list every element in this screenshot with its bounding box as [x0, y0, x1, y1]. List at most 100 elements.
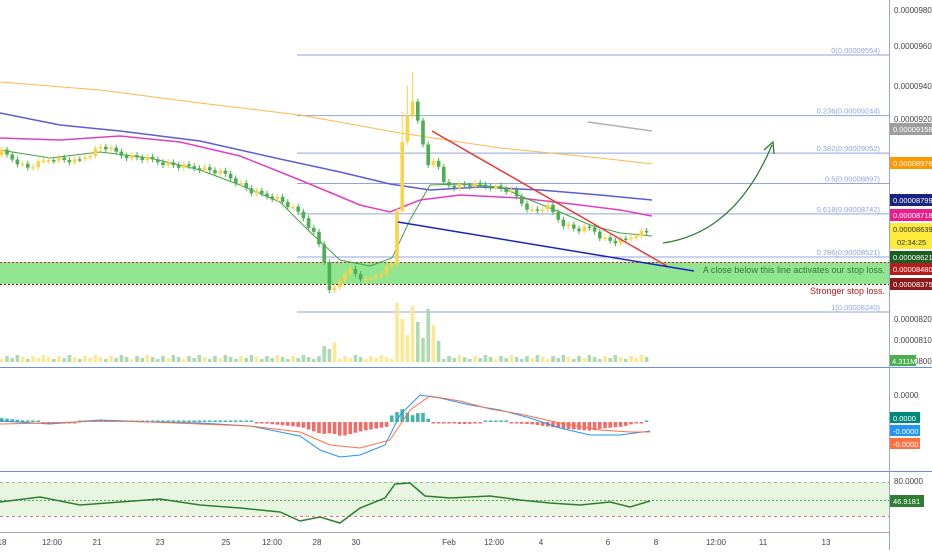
candle-body: [83, 157, 87, 160]
volume-bar: [639, 355, 644, 362]
volume-bar: [613, 355, 618, 362]
volume-bar: [135, 356, 139, 362]
macd-histogram-bar: [608, 422, 612, 428]
time-axis[interactable]: 18 12:00 21 23 25 12:00 28 30 Feb 12:00 4 6 8 12:00 11…: [0, 538, 831, 547]
volume-bar: [104, 359, 108, 362]
volume-bar: [525, 356, 529, 362]
volume-bar: [15, 355, 20, 362]
volume-bar: [20, 357, 25, 362]
candle-body: [265, 193, 269, 197]
volume-bar: [572, 359, 576, 362]
macd-histogram-bar: [286, 422, 290, 426]
volume-bars: [0, 303, 649, 362]
volume-bar: [46, 357, 51, 362]
time-tick-label: 30: [352, 538, 361, 547]
volume-bar: [400, 319, 404, 362]
macd-histogram-bar: [0, 418, 4, 422]
volume-marker-bg: [890, 355, 916, 366]
macd-histogram-bar: [265, 422, 269, 424]
candle-body: [78, 159, 82, 161]
macd-histogram-bar: [634, 422, 638, 424]
volume-bar: [374, 358, 378, 362]
gray-reference-line: [587, 121, 653, 132]
candle-body: [390, 263, 394, 267]
macd-axis-label: 0.0000: [894, 391, 919, 400]
moving-average-pink: [0, 135, 653, 217]
candle-body: [613, 240, 618, 244]
macd-histogram-bar: [431, 422, 436, 424]
volume-bar: [171, 355, 176, 362]
volume-bar: [322, 346, 326, 362]
time-tick-label: 8: [654, 538, 659, 547]
fib-level-label: 0.5(0.00008897): [825, 175, 881, 184]
candle-body: [629, 237, 633, 240]
volume-bar: [93, 355, 98, 362]
fib-level-label: 0.382(0.00009052): [817, 144, 881, 153]
macd-histogram-bar: [296, 422, 300, 427]
volume-bar: [244, 358, 248, 362]
candle-body: [62, 157, 66, 160]
trendline-blue[interactable]: [397, 221, 695, 272]
trendline-red[interactable]: [431, 130, 668, 267]
volume-bar: [130, 359, 134, 362]
macd-histogram-bar: [156, 420, 160, 422]
candle-body: [364, 278, 368, 281]
candle-body: [530, 209, 534, 211]
macd-histogram-bar: [452, 422, 456, 424]
volume-bar: [78, 359, 82, 362]
candle-body: [218, 170, 222, 174]
volume-bar: [291, 356, 295, 362]
macd-histogram-bar: [426, 418, 430, 422]
volume-bar: [208, 359, 212, 362]
candle-body: [166, 162, 170, 166]
candle-body: [119, 151, 124, 156]
time-tick-label: 12:00: [42, 538, 63, 547]
time-tick-label: 6: [606, 538, 611, 547]
volume-bar: [395, 303, 399, 362]
macd-histogram-bar: [327, 422, 332, 434]
volume-bar: [561, 355, 566, 362]
candle-body: [447, 182, 451, 186]
candle-body: [46, 160, 51, 162]
candle-body: [457, 184, 462, 189]
time-tick-label: 12:00: [262, 538, 283, 547]
macd-histogram-bar: [468, 422, 472, 424]
candle-body: [572, 224, 576, 229]
volume-bar: [145, 355, 150, 362]
macd-histogram-bar: [244, 420, 248, 422]
candle-body: [41, 160, 46, 163]
macd-histogram-bar: [301, 422, 306, 428]
macd-histogram-bar: [436, 422, 441, 424]
candle-body: [452, 185, 456, 189]
candle-body: [343, 273, 347, 281]
price-marker-label: 0.00008799: [893, 196, 932, 205]
volume-bar: [483, 355, 488, 362]
volume-bar: [166, 358, 170, 362]
candle-body: [421, 120, 425, 145]
macd-histogram-bar: [592, 422, 597, 431]
volume-bar: [249, 355, 254, 362]
volume-bar: [338, 359, 342, 362]
macd-histogram-bar: [603, 422, 607, 429]
macd-signal-line: [0, 395, 650, 449]
volume-bar: [223, 355, 228, 362]
candle-body: [520, 196, 524, 204]
candle-body: [202, 167, 207, 171]
candle-body: [187, 164, 191, 167]
candle-body: [384, 266, 389, 275]
volume-bar: [98, 357, 103, 362]
macd-histogram-bar: [312, 422, 316, 432]
macd-histogram-bar: [343, 422, 347, 436]
macd-histogram-bar: [234, 420, 238, 422]
candle-body: [436, 160, 441, 167]
candle-body: [15, 159, 20, 165]
macd-histogram-bar: [478, 422, 482, 424]
volume-bar: [587, 355, 592, 362]
macd-histogram-bar: [31, 420, 35, 422]
projection-arrow[interactable]: [662, 144, 773, 244]
candle-body: [197, 168, 202, 171]
volume-bar: [546, 359, 550, 362]
